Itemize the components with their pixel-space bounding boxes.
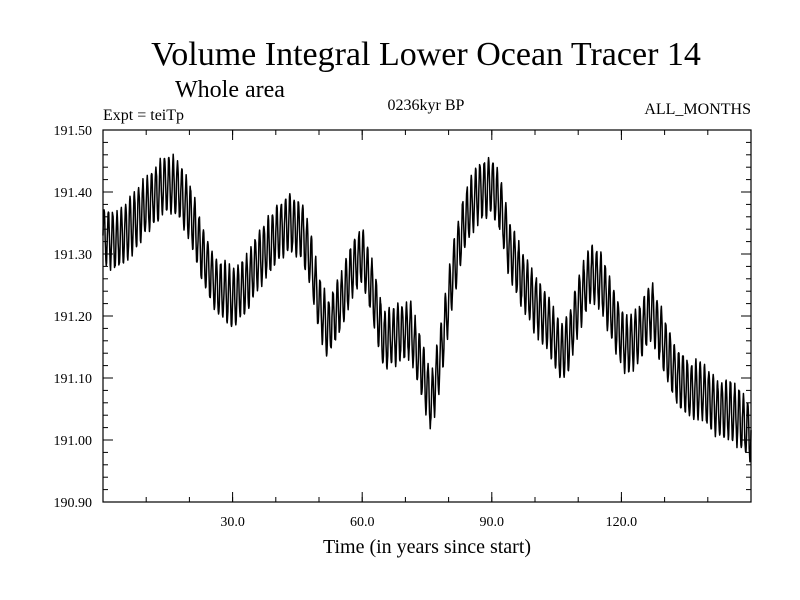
x-tick-label: 120.0 (606, 515, 638, 530)
y-tick-label: 191.50 (54, 124, 93, 139)
y-tick-label: 191.20 (54, 310, 93, 325)
x-tick-label: 90.0 (480, 515, 505, 530)
y-axis-tick-labels: 190.90 191.00 191.10 191.20 191.30 191.40 191.… (54, 124, 93, 511)
x-tick-label: 60.0 (350, 515, 375, 530)
expt-label: Expt = teiTp (103, 107, 184, 124)
y-tick-label: 191.00 (54, 434, 93, 449)
y-tick-label: 190.90 (54, 496, 93, 511)
x-axis-tick-labels: 30.0 60.0 90.0 120.0 (220, 515, 637, 530)
months-label: ALL_MONTHS (644, 101, 751, 118)
axis-ticks (103, 129, 751, 503)
period-label: 0236kyr BP (388, 97, 465, 114)
y-tick-label: 191.40 (54, 186, 93, 201)
x-tick-label: 30.0 (220, 515, 245, 530)
chart-title: Volume Integral Lower Ocean Tracer 14 (151, 36, 701, 73)
y-tick-label: 191.30 (54, 248, 93, 263)
y-tick-label: 191.10 (54, 372, 93, 387)
x-axis-label: Time (in years since start) (323, 536, 531, 558)
series-line (102, 153, 752, 463)
chart-subtitle: Whole area (175, 77, 285, 103)
